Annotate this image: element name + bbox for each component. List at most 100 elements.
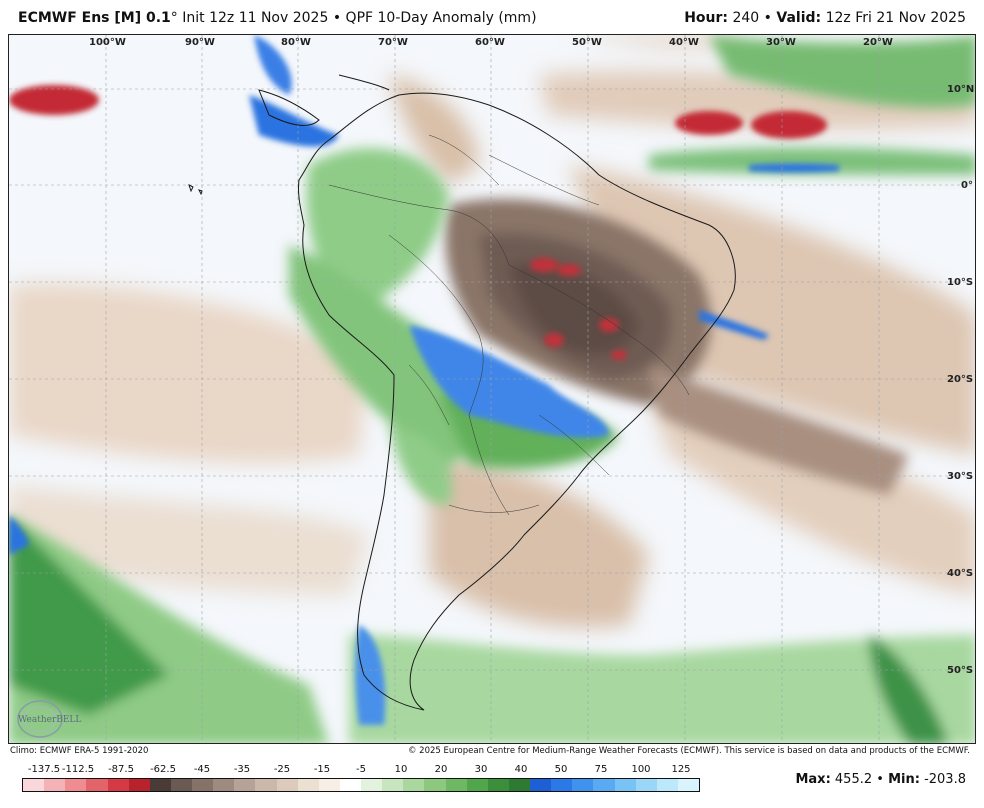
legend-label: -15 [313,764,331,775]
legend-label: 125 [671,764,691,775]
lon-label: 40°W [669,37,699,48]
legend-swatch [107,779,129,791]
bullet: • [876,772,884,787]
legend-swatch [192,779,214,791]
legend-swatch [614,779,636,791]
legend-swatch [572,779,594,791]
country-borders [328,134,690,516]
min-label: Min: [888,772,920,787]
legend-swatch [551,779,573,791]
legend-swatch [213,779,235,791]
map-panel: 100°W 90°W 80°W 70°W 60°W 50°W 40°W 30°W… [8,34,976,744]
legend-swatch [361,779,383,791]
lon-label: 20°W [863,37,893,48]
legend-label: -45 [193,764,211,775]
valid-label: Valid: [776,10,822,26]
graticule [9,35,975,743]
lat-label: 50°S [947,665,973,676]
legend-swatch [44,779,66,791]
legend-swatch [382,779,404,791]
min-value: -203.8 [924,772,966,787]
init-time: Init 12z 11 Nov 2025 [182,10,329,26]
bullet: • [332,10,342,26]
legend-swatch [86,779,108,791]
valid-value: 12z Fri 21 Nov 2025 [825,10,966,26]
logo-text: WeatherBELL [18,715,81,725]
legend-swatch [656,779,678,791]
lat-label: 30°S [947,471,973,482]
legend-label: -5 [356,764,366,775]
legend-swatch [149,779,171,791]
lat-label: 20°S [947,374,973,385]
legend-label: 75 [594,764,608,775]
lon-label: 80°W [281,37,311,48]
header: ECMWF Ens [M] 0.1° Init 12z 11 Nov 2025 … [0,0,984,34]
legend-label: -62.5 [150,764,176,775]
legend-label: -35 [233,764,251,775]
hour-value: 240 [732,10,760,26]
legend-labels: -137.5 -112.5 -87.5 -62.5 -45 -35 -25 -15 -5 10 20… [22,764,700,776]
map-title: ECMWF Ens [M] 0.1° Init 12z 11 Nov 2025 … [18,10,537,26]
copyright-credit: © 2025 European Centre for Medium-Range … [407,746,970,756]
latitude-labels: 10°N 0° 10°S 20°S 30°S 40°S 50°S [947,84,974,676]
legend-swatch [466,779,488,791]
legend-swatch [276,779,298,791]
legend-swatch [339,779,361,791]
legend-swatch [445,779,467,791]
legend-swatch [65,779,87,791]
lon-label: 50°W [572,37,602,48]
lon-label: 30°W [766,37,796,48]
max-min-readout: Max: 455.2 • Min: -203.8 [795,772,966,787]
color-legend [22,778,700,792]
product-name: QPF 10-Day Anomaly (mm) [345,10,537,26]
lat-label: 40°S [947,568,973,579]
lon-label: 70°W [378,37,408,48]
legend-swatch [424,779,446,791]
legend-label: -112.5 [61,764,95,775]
max-label: Max: [795,772,831,787]
legend-swatch [23,779,45,791]
legend-swatch [530,779,552,791]
legend-label: 50 [554,764,568,775]
legend-label: 40 [514,764,528,775]
legend-label: -87.5 [108,764,134,775]
anomaly-map: 100°W 90°W 80°W 70°W 60°W 50°W 40°W 30°W… [9,35,975,743]
lat-label: 10°S [947,277,973,288]
legend-label: 30 [474,764,488,775]
legend-swatch [677,779,699,791]
lat-label: 0° [961,180,973,191]
degree-symbol: ° [170,10,178,26]
legend-swatch [635,779,657,791]
legend-label: -137.5 [27,764,61,775]
valid-time-block: Hour: 240 • Valid: 12z Fri 21 Nov 2025 [684,10,966,26]
lon-label: 100°W [89,37,126,48]
coastlines [188,74,736,711]
legend-swatch [234,779,256,791]
strong-wet-areas [9,35,839,725]
model-name: ECMWF Ens [M] 0.1 [18,10,171,26]
legend-label: 10 [394,764,408,775]
legend-label: -25 [273,764,291,775]
legend-swatch [403,779,425,791]
longitude-labels: 100°W 90°W 80°W 70°W 60°W 50°W 40°W 30°W… [89,37,893,48]
legend-swatch [170,779,192,791]
lon-label: 90°W [185,37,215,48]
legend-swatch [593,779,615,791]
hour-label: Hour: [684,10,729,26]
bullet: • [763,10,772,26]
legend-label: 20 [434,764,448,775]
legend-swatch [297,779,319,791]
legend-label: 100 [631,764,651,775]
strong-dry-spots [9,85,827,360]
legend-swatch [508,779,530,791]
dry-anomaly-areas [9,35,975,628]
lon-label: 60°W [475,37,505,48]
legend-swatch [255,779,277,791]
legend-swatch [487,779,509,791]
weatherbell-logo: WeatherBELL [17,700,81,738]
legend-swatch [318,779,340,791]
climo-credit: Climo: ECMWF ERA-5 1991-2020 [10,746,149,756]
brazil-dry-core [445,198,909,495]
max-value: 455.2 [834,772,873,787]
legend-swatch [128,779,150,791]
